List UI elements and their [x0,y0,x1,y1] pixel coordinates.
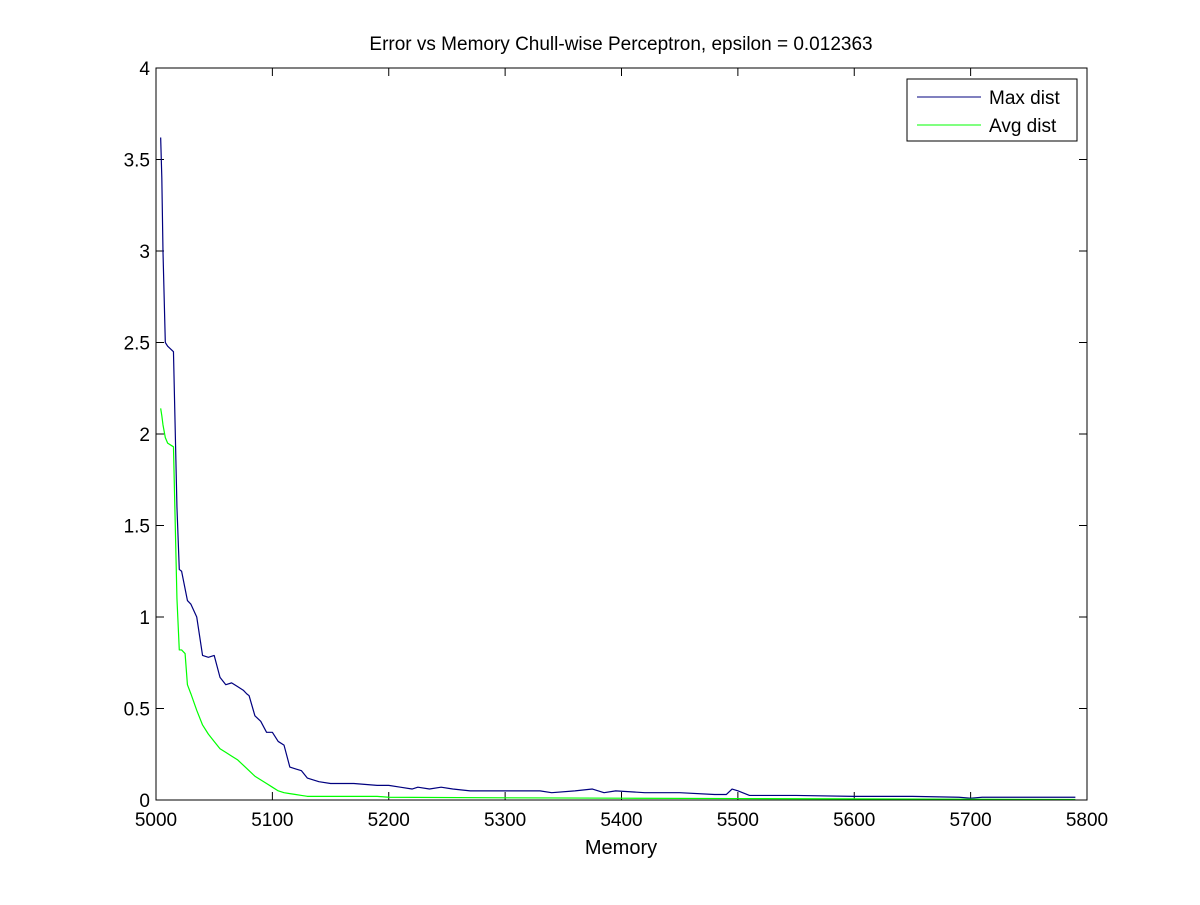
x-tick-label: 5700 [949,810,991,831]
chart-title: Error vs Memory Chull-wise Perceptron, e… [369,34,872,55]
series-lines [160,137,1076,801]
y-tick-label: 0.5 [124,700,150,721]
y-tick-label: 3 [139,242,150,263]
legend: Max dist Avg dist [906,78,1078,142]
y-tick-label: 3.5 [124,151,150,172]
legend-label-max-dist: Max dist [989,88,1060,109]
x-tick-label: 5200 [368,810,410,831]
plot-frame [155,67,1088,801]
legend-label-avg-dist: Avg dist [989,116,1057,137]
y-tick-label: 1.5 [124,517,150,538]
x-tick-label: 5000 [135,810,177,831]
x-tick-label: 5300 [484,810,526,831]
x-tick-label: 5800 [1066,810,1108,831]
y-tick-label: 2.5 [124,334,150,355]
axis-ticks: 5000 5100 5200 5300 5400 5500 5600 5700 5800 0 0.5… [124,59,1109,831]
y-tick-label: 4 [139,59,150,80]
y-tick-label: 1 [139,608,150,629]
y-tick-label: 0 [139,791,150,812]
legend-box [906,78,1078,142]
plot-background [156,68,1087,800]
x-tick-label: 5100 [251,810,293,831]
x-tick-label: 5400 [600,810,642,831]
x-tick-label: 5600 [833,810,875,831]
series-line-max-dist [160,137,1076,799]
x-tick-label: 5500 [717,810,759,831]
series-line-avg-dist [160,408,1076,801]
x-axis-label: Memory [585,837,657,859]
y-tick-label: 2 [139,425,150,446]
